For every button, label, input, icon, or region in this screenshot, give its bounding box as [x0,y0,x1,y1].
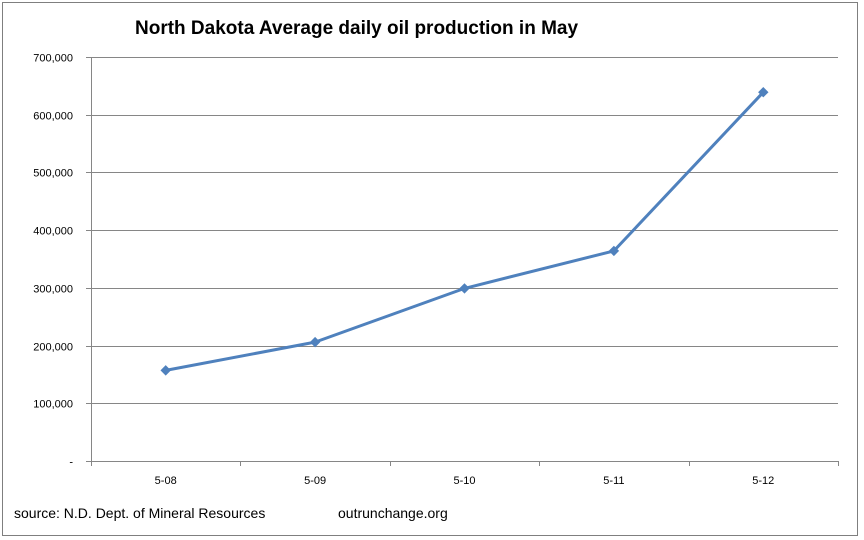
chart-title: North Dakota Average daily oil productio… [135,18,579,39]
source-note: source: N.D. Dept. of Mineral Resources [14,505,266,521]
data-point-marker [459,283,470,294]
y-tick-label: 200,000 [33,342,73,354]
gridlines [91,57,838,404]
chart-frame [2,2,858,536]
y-tick-label: 700,000 [33,53,73,65]
y-tick-label: 500,000 [33,168,73,180]
site-credit: outrunchange.org [338,505,448,521]
x-tick-label: 5-09 [304,475,326,487]
data-point-marker [160,365,171,376]
series [160,86,769,376]
data-point-marker [309,336,321,348]
data-point-marker [608,245,620,257]
x-tick-label: 5-10 [453,475,475,487]
y-tick-label: 600,000 [33,111,73,123]
y-tick-label: - [69,457,73,469]
y-tick-labels: - 100,000 200,000 300,000 400,000 500,000 600,… [33,53,73,469]
y-tick-label: 400,000 [33,226,73,238]
x-tick-label: 5-12 [752,475,774,487]
y-tick-label: 100,000 [33,399,73,411]
x-tick-label: 5-08 [155,475,177,487]
axes [86,57,839,466]
x-tick-label: 5-11 [603,475,624,487]
x-tick-labels: 5-08 5-09 5-10 5-11 5-12 [155,475,775,487]
series-line [164,90,765,372]
y-tick-label: 300,000 [33,284,73,296]
data-point-marker [758,86,769,98]
